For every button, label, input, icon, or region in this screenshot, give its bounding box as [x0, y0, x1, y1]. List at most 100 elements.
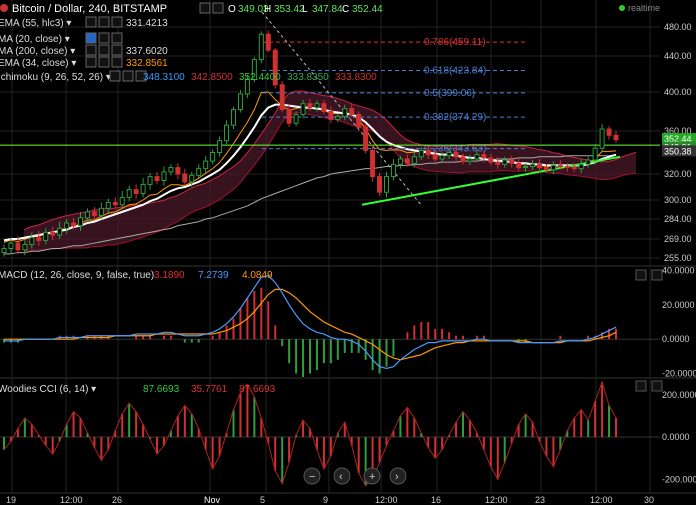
candle-body-23	[161, 171, 167, 182]
candle-body-63	[439, 155, 445, 160]
settings-icon[interactable]	[199, 2, 211, 14]
x-tick-0: 19	[6, 495, 16, 505]
indicator-name-1: MA (20, close) ▾	[0, 34, 70, 45]
ichimoku-value-2: 352.4400	[239, 72, 281, 83]
x-tick-10: 12:00	[590, 495, 613, 505]
x-tick-3: Nov	[204, 495, 221, 505]
price-tick-7: 269.00	[664, 234, 692, 244]
indicator-2-close-icon[interactable]	[98, 44, 110, 56]
macd-tick-0: 40.0000	[662, 265, 695, 275]
indicator-2-eye-icon[interactable]	[111, 44, 123, 56]
x-tick-9: 23	[535, 495, 545, 505]
candle-body-65	[453, 152, 459, 158]
candle-body-66	[460, 156, 466, 162]
candle-body-80	[557, 164, 563, 167]
candle-body-64	[446, 152, 452, 157]
indicator-3-eye-icon[interactable]	[111, 56, 123, 68]
candle-body-7	[50, 231, 56, 236]
price-tick-5: 300.00	[664, 195, 692, 205]
close-icon[interactable]	[212, 2, 224, 14]
price-tick-6: 284.00	[664, 214, 692, 224]
panel-button-2[interactable]	[635, 380, 647, 392]
zoom-in-icon[interactable]	[363, 467, 381, 485]
panel-button-3[interactable]	[651, 380, 663, 392]
ichimoku-value-3: 333.8350	[287, 72, 329, 83]
indicator-3-close-icon[interactable]	[98, 56, 110, 68]
indicator-1-settings-icon[interactable]	[85, 32, 97, 44]
ichimoku-cloud	[24, 91, 636, 252]
candle-body-59	[411, 156, 417, 164]
candle-body-16	[112, 201, 118, 206]
x-tick-2: 26	[112, 495, 122, 505]
candle-body-46	[321, 103, 327, 112]
candle-body-11	[78, 217, 83, 227]
price-tick-0: 480.00	[664, 22, 692, 32]
indicator-4-settings-icon[interactable]	[109, 70, 121, 82]
macd-legend-name: MACD (12, 26, close, 9, false, true)	[0, 270, 154, 281]
indicator-4-eye-icon[interactable]	[135, 70, 147, 82]
candle-body-3	[22, 243, 28, 251]
candle-body-51	[356, 113, 362, 128]
candle-body-6	[43, 231, 49, 241]
price-panel[interactable]: 0.786(459.11) 0.618(423.84) 0.5(399.06) 0.3…	[0, 11, 660, 257]
macd-tick-2: 0.0000	[662, 334, 690, 344]
candle-body-52	[363, 126, 369, 151]
indicator-1-close-icon[interactable]	[98, 32, 110, 44]
realtime-icon	[619, 5, 625, 11]
candle-body-19	[133, 189, 139, 195]
ohlc-label-1: H	[264, 4, 271, 15]
candle-body-26	[182, 173, 188, 183]
candle-body-71	[495, 161, 501, 165]
indicator-1-eye-icon[interactable]	[111, 32, 123, 44]
support-trendline	[361, 155, 621, 206]
candle-body-32	[224, 124, 230, 142]
cci-panel[interactable]: − ‹ + ›	[0, 380, 660, 487]
macd-panel[interactable]	[0, 274, 660, 377]
panel-button-1[interactable]	[651, 269, 663, 281]
axes: 480.00 440.00 400.00 360.00 320.00 300.00 284.…	[6, 22, 696, 505]
indicator-2-settings-icon[interactable]	[85, 44, 97, 56]
cci-line	[3, 380, 617, 487]
indicator-0-eye-icon[interactable]	[111, 16, 123, 28]
candle-body-39	[272, 49, 278, 86]
forward-icon[interactable]	[389, 467, 407, 485]
zoom-out-icon[interactable]	[303, 467, 321, 485]
candle-body-5	[36, 237, 42, 241]
indicator-3-settings-icon[interactable]	[85, 56, 97, 68]
fib-label-0: 0.786(459.11)	[424, 37, 486, 48]
candle-body-21	[147, 176, 153, 185]
indicator-0-close-icon[interactable]	[98, 16, 110, 28]
candle-body-77	[537, 163, 542, 169]
candle-body-76	[530, 163, 536, 167]
ichimoku-value-4: 333.8300	[335, 72, 377, 83]
indicator-0-settings-icon[interactable]	[85, 16, 97, 28]
candle-body-83	[578, 163, 584, 170]
indicator-4-close-icon[interactable]	[122, 70, 134, 82]
indicator-name-2: MA (200, close) ▾	[0, 46, 75, 57]
cci-value-1: 35.7761	[191, 384, 228, 395]
back-icon[interactable]	[333, 467, 351, 485]
candle-body-27	[189, 174, 195, 183]
price-badge-bg-2	[662, 145, 696, 157]
candle-body-10	[71, 222, 77, 227]
candle-body-78	[543, 167, 549, 171]
ohlc-value-0: 349.03	[238, 4, 269, 15]
candle-body-49	[342, 108, 348, 117]
candle-body-86	[599, 128, 605, 149]
ma200-line	[4, 154, 617, 255]
x-tick-1: 12:00	[60, 495, 83, 505]
ohlc-value-3: 352.44	[352, 4, 383, 15]
candle-body-25	[175, 167, 181, 175]
candle-body-72	[502, 159, 508, 165]
candle-body-36	[251, 59, 257, 80]
candle-body-28	[196, 168, 202, 176]
panel-button-0[interactable]	[635, 269, 647, 281]
cci-tick-2: -200.0000	[662, 474, 696, 484]
symbol-badge-icon	[0, 4, 8, 12]
indicator-value-2: 337.6020	[126, 46, 168, 57]
candle-body-68	[474, 154, 480, 160]
candle-body-42	[293, 113, 299, 124]
candle-body-35	[244, 78, 250, 95]
